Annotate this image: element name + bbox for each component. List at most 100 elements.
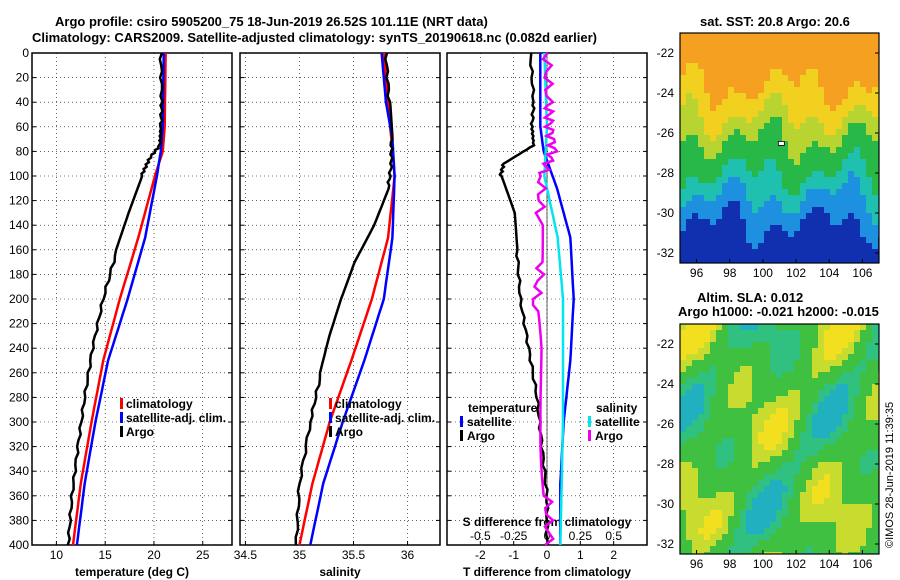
map-cell xyxy=(854,552,860,554)
map-cell xyxy=(800,225,806,231)
map-cell xyxy=(782,432,788,438)
map-cell xyxy=(824,504,830,510)
map-cell xyxy=(830,402,836,408)
map-cell xyxy=(770,546,776,552)
map-cell xyxy=(740,57,746,63)
map-cell xyxy=(824,426,830,432)
map-cell xyxy=(698,123,704,129)
map-cell xyxy=(686,81,692,87)
map-cell xyxy=(764,444,770,450)
map-cell xyxy=(704,414,710,420)
map-cell xyxy=(728,231,734,237)
map-y-tick-label: -22 xyxy=(657,46,675,60)
map-cell xyxy=(698,33,704,39)
map-cell xyxy=(680,189,686,195)
map-cell xyxy=(728,372,734,378)
map-cell xyxy=(794,378,800,384)
map-cell xyxy=(830,444,836,450)
map-cell xyxy=(686,111,692,117)
map-cell xyxy=(752,540,758,546)
map-cell xyxy=(842,117,848,123)
map-cell xyxy=(686,87,692,93)
map-cell xyxy=(776,504,782,510)
map-cell xyxy=(722,546,728,552)
map-cell xyxy=(752,552,758,554)
map-cell xyxy=(782,51,788,57)
map-cell xyxy=(830,201,836,207)
map-cell xyxy=(752,99,758,105)
map-cell xyxy=(686,366,692,372)
map-cell xyxy=(710,111,716,117)
map-cell xyxy=(728,99,734,105)
map-cell xyxy=(788,474,794,480)
map-frame xyxy=(679,323,880,555)
map-cell xyxy=(848,75,854,81)
map-cell xyxy=(836,207,842,213)
map-cell xyxy=(836,552,842,554)
map-cell xyxy=(794,420,800,426)
map-cell xyxy=(830,39,836,45)
map-cell xyxy=(782,384,788,390)
map-cell xyxy=(824,534,830,540)
map-cell xyxy=(788,432,794,438)
map-cell xyxy=(704,93,710,99)
map-cell xyxy=(764,402,770,408)
map-cell xyxy=(734,546,740,552)
map-cell xyxy=(830,438,836,444)
map-cell xyxy=(680,249,686,255)
map-cell xyxy=(776,135,782,141)
map-cell xyxy=(752,159,758,165)
map-cell xyxy=(824,552,830,554)
map-cell xyxy=(770,87,776,93)
map-cell xyxy=(716,33,722,39)
map-cell xyxy=(854,354,860,360)
map-cell xyxy=(704,141,710,147)
map-cell xyxy=(824,468,830,474)
map-cell xyxy=(734,111,740,117)
map-cell xyxy=(704,153,710,159)
map-cell xyxy=(812,540,818,546)
map-cell xyxy=(812,237,818,243)
map-cell xyxy=(800,33,806,39)
map-cell xyxy=(692,93,698,99)
map-cell xyxy=(770,219,776,225)
map-cell xyxy=(758,111,764,117)
map-cell xyxy=(746,432,752,438)
map-cell xyxy=(734,372,740,378)
map-cell xyxy=(860,402,866,408)
map-cell xyxy=(716,534,722,540)
map-cell xyxy=(704,540,710,546)
map-cell xyxy=(842,123,848,129)
map-cell xyxy=(776,51,782,57)
map-cell xyxy=(794,159,800,165)
map-cell xyxy=(740,468,746,474)
map-cell xyxy=(680,456,686,462)
map-cell xyxy=(782,159,788,165)
map-cell xyxy=(782,342,788,348)
map-y-tick-label: -22 xyxy=(657,337,675,351)
map-cell xyxy=(728,342,734,348)
map-cell xyxy=(806,183,812,189)
map-cell xyxy=(728,225,734,231)
map-cell xyxy=(752,426,758,432)
map-cell xyxy=(830,492,836,498)
map-cell xyxy=(704,69,710,75)
map-cell xyxy=(830,540,836,546)
map-cell xyxy=(806,372,812,378)
map-cell xyxy=(806,93,812,99)
map-cell xyxy=(806,237,812,243)
map-cell xyxy=(746,165,752,171)
map-cell xyxy=(770,540,776,546)
legend-swatch xyxy=(460,430,463,441)
map-cell xyxy=(812,348,818,354)
map-cell xyxy=(836,129,842,135)
map-cell xyxy=(776,486,782,492)
legend-label: satellite xyxy=(595,415,640,429)
map-cell xyxy=(776,123,782,129)
map-cell xyxy=(764,450,770,456)
map-cell xyxy=(746,201,752,207)
map-cell xyxy=(740,219,746,225)
map-cell xyxy=(734,384,740,390)
map-cell xyxy=(722,522,728,528)
